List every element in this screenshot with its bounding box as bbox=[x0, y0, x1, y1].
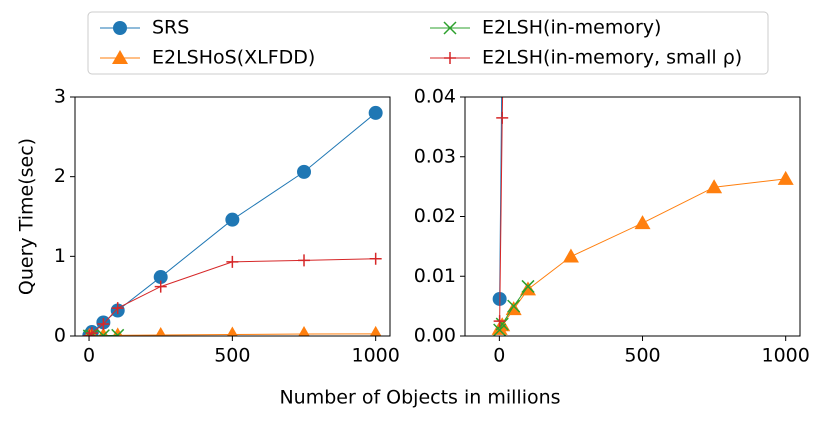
marker bbox=[297, 164, 312, 179]
marker bbox=[369, 252, 382, 265]
x-tick-label: 1000 bbox=[762, 345, 810, 367]
marker bbox=[298, 254, 311, 267]
marker bbox=[225, 212, 240, 227]
marker bbox=[562, 248, 579, 263]
y-tick-label: 0.03 bbox=[414, 145, 456, 167]
marker bbox=[97, 318, 110, 331]
marker bbox=[496, 111, 509, 124]
marker bbox=[493, 315, 506, 328]
y-axis-label: Query Time(sec) bbox=[16, 138, 38, 295]
marker bbox=[495, 317, 509, 331]
y-tick-label: 0.01 bbox=[414, 265, 456, 287]
x-tick-label: 1000 bbox=[351, 345, 399, 367]
y-tick-label: 0.00 bbox=[414, 325, 456, 347]
marker bbox=[112, 50, 128, 64]
axes-frame bbox=[74, 96, 391, 337]
y-tick-label: 0.04 bbox=[414, 86, 456, 108]
marker bbox=[113, 21, 127, 35]
plot-area bbox=[491, 97, 794, 336]
marker bbox=[444, 52, 456, 64]
x-tick-label: 500 bbox=[214, 345, 250, 367]
y-tick-label: 1 bbox=[54, 245, 66, 267]
marker bbox=[155, 326, 166, 336]
marker bbox=[226, 326, 238, 336]
marker bbox=[706, 179, 723, 194]
y-tick-label: 3 bbox=[54, 86, 66, 108]
series-line bbox=[88, 258, 376, 336]
x-tick-label: 0 bbox=[83, 345, 95, 367]
y-tick-label: 0 bbox=[54, 325, 66, 347]
marker bbox=[85, 327, 98, 336]
x-axis-label: Number of Objects in millions bbox=[279, 387, 560, 409]
marker bbox=[507, 299, 521, 313]
y-tick-label: 2 bbox=[54, 165, 66, 187]
legend-label: E2LSH(in-memory) bbox=[482, 17, 661, 39]
marker bbox=[111, 302, 124, 315]
marker bbox=[521, 279, 535, 293]
plot-area bbox=[82, 105, 383, 336]
marker bbox=[154, 280, 167, 293]
legend-box bbox=[87, 11, 769, 75]
marker bbox=[777, 170, 794, 185]
series-line bbox=[499, 286, 529, 331]
legend-label: E2LSH(in-memory, small ρ) bbox=[482, 47, 742, 69]
y-tick-label: 0.02 bbox=[414, 205, 456, 227]
x-tick-label: 500 bbox=[624, 345, 660, 367]
marker bbox=[443, 21, 457, 35]
legend-label: SRS bbox=[152, 17, 189, 39]
x-tick-label: 0 bbox=[493, 345, 505, 367]
marker bbox=[369, 325, 382, 336]
axes-frame bbox=[464, 96, 801, 337]
marker bbox=[634, 215, 651, 230]
marker bbox=[505, 301, 522, 316]
marker bbox=[153, 270, 168, 285]
marker bbox=[226, 255, 239, 268]
marker bbox=[298, 326, 310, 336]
marker bbox=[111, 328, 125, 336]
legend-label: E2LSHoS(XLFDD) bbox=[152, 47, 315, 69]
series-line bbox=[499, 178, 786, 330]
marker bbox=[368, 105, 383, 120]
